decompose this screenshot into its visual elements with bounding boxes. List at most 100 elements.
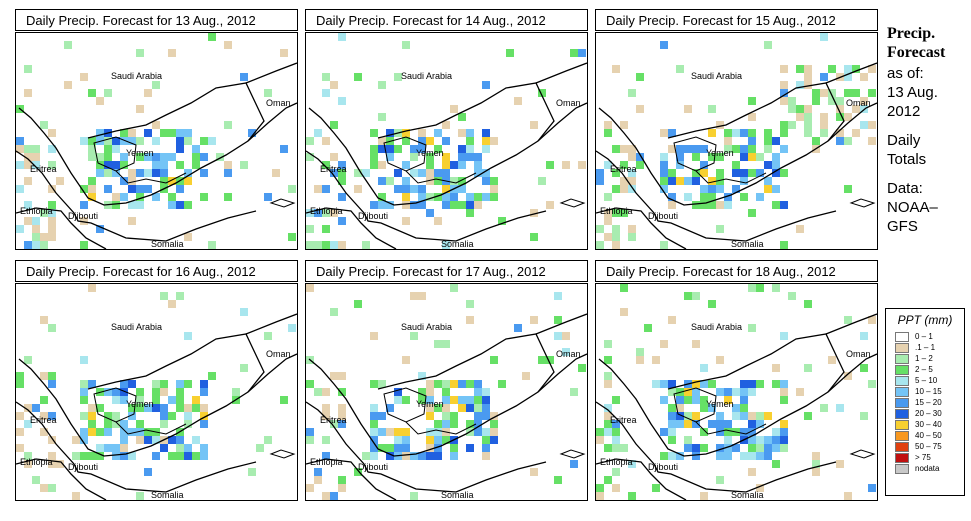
- precip-cell: [200, 420, 208, 428]
- precip-cell: [756, 420, 764, 428]
- precip-cell: [120, 452, 128, 460]
- precip-cell: [844, 372, 852, 380]
- precip-cell: [120, 161, 128, 169]
- precip-cell: [80, 73, 88, 81]
- precip-cell: [716, 452, 724, 460]
- precip-cell: [530, 468, 538, 476]
- precip-cell: [868, 137, 876, 145]
- precip-cell: [80, 380, 88, 388]
- precip-cell: [458, 129, 466, 137]
- precip-cell: [748, 137, 756, 145]
- map-panel-4: Daily Precip. Forecast for 16 Aug., 2012…: [15, 260, 298, 501]
- precip-cell: [628, 177, 636, 185]
- precip-cell: [676, 396, 684, 404]
- precip-cell: [596, 428, 604, 436]
- precip-cell: [386, 177, 394, 185]
- precip-cell: [152, 380, 160, 388]
- legend-swatch: [895, 331, 909, 342]
- precip-cells: [16, 284, 296, 500]
- precip-cell: [708, 193, 716, 201]
- province-line: [405, 421, 477, 435]
- precip-cell: [104, 137, 112, 145]
- precip-cell: [288, 233, 296, 241]
- precip-cell: [514, 97, 522, 105]
- precip-cell: [418, 292, 426, 300]
- precip-cell: [628, 225, 636, 233]
- precip-cell: [128, 404, 136, 412]
- precip-cell: [88, 145, 96, 153]
- island-outline: [269, 449, 296, 459]
- precip-cell: [660, 153, 668, 161]
- precip-cell: [708, 129, 716, 137]
- precip-cell: [788, 97, 796, 105]
- precip-cell: [740, 428, 748, 436]
- legend-item: 10 – 15: [895, 386, 964, 397]
- precip-cell: [820, 73, 828, 81]
- precip-cell: [168, 300, 176, 308]
- precip-cell: [554, 332, 562, 340]
- precip-cell: [112, 412, 120, 420]
- precip-cell: [748, 97, 756, 105]
- precip-cell: [604, 420, 612, 428]
- precip-cell: [378, 161, 386, 169]
- precip-cell: [306, 436, 314, 444]
- precip-cell: [612, 396, 620, 404]
- precip-cell: [16, 380, 24, 388]
- precip-cell: [474, 380, 482, 388]
- map-svg: Saudi Arabia Oman Yemen Eritrea Ethiopia Djib…: [16, 33, 297, 249]
- precip-cell: [322, 388, 330, 396]
- precip-cell: [836, 105, 844, 113]
- precip-cell: [378, 380, 386, 388]
- precip-cell: [168, 153, 176, 161]
- precip-cell: [812, 460, 820, 468]
- precip-cell: [112, 388, 120, 396]
- precip-cell: [394, 436, 402, 444]
- legend-label: 30 – 40: [915, 420, 942, 429]
- precip-cell: [152, 452, 160, 460]
- precip-cell: [40, 316, 48, 324]
- map-label-saudi: Saudi Arabia: [401, 322, 452, 332]
- precip-cell: [96, 129, 104, 137]
- precip-cell: [636, 73, 644, 81]
- precip-cell: [80, 396, 88, 404]
- legend-swatch: [895, 364, 909, 375]
- precip-cell: [684, 145, 692, 153]
- precip-cell: [120, 153, 128, 161]
- precip-cell: [628, 145, 636, 153]
- precip-cell: [394, 185, 402, 193]
- precip-cell: [660, 185, 668, 193]
- precip-cell: [772, 380, 780, 388]
- precip-cell: [612, 225, 620, 233]
- precip-cell: [48, 217, 56, 225]
- precip-cell: [200, 388, 208, 396]
- precip-cell: [458, 185, 466, 193]
- map-label-oman: Oman: [556, 98, 581, 108]
- precip-cell: [80, 388, 88, 396]
- legend-swatch: [895, 408, 909, 419]
- precip-cell: [482, 177, 490, 185]
- precip-cell: [780, 436, 788, 444]
- precip-cell: [56, 460, 64, 468]
- precip-cell: [474, 420, 482, 428]
- precip-cell: [136, 193, 144, 201]
- precip-cell: [322, 404, 330, 412]
- precip-cell: [466, 137, 474, 145]
- precip-cell: [160, 161, 168, 169]
- precip-cell: [450, 177, 458, 185]
- precip-cell: [176, 380, 184, 388]
- precip-cell: [128, 412, 136, 420]
- precip-cell: [314, 185, 322, 193]
- precip-cell: [684, 105, 692, 113]
- precip-cell: [780, 396, 788, 404]
- precip-cell: [104, 412, 112, 420]
- precip-cell: [386, 444, 394, 452]
- precip-cell: [280, 396, 288, 404]
- precip-cell: [442, 420, 450, 428]
- precip-cell: [378, 137, 386, 145]
- precip-cell: [426, 137, 434, 145]
- precip-cell: [80, 356, 88, 364]
- panel-title: Daily Precip. Forecast for 14 Aug., 2012: [305, 9, 588, 31]
- precip-cell: [176, 292, 184, 300]
- precip-cell: [450, 396, 458, 404]
- precip-cell: [426, 436, 434, 444]
